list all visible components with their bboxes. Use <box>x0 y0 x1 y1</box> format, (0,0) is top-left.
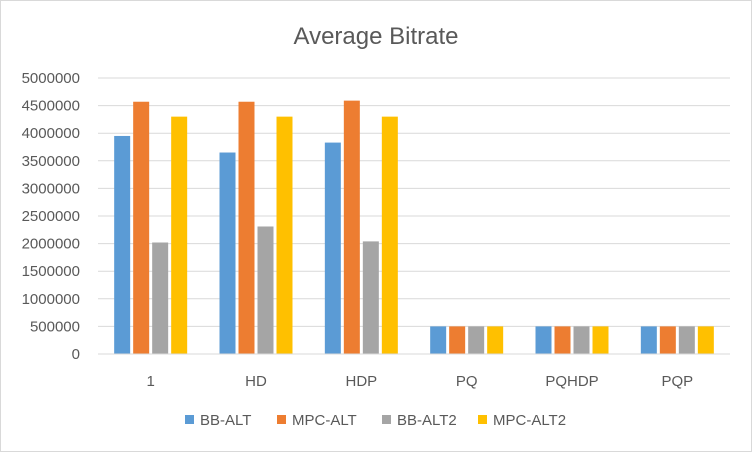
x-axis-ticks: 1 HD HDP PQ PQHDP PQP <box>146 373 693 390</box>
bar-mpc-alt2-pq <box>487 326 504 354</box>
x-tick-label: 1 <box>146 373 154 390</box>
y-axis-ticks: 0 500000 1000000 1500000 2000000 2500000 30000… <box>22 70 80 363</box>
x-tick-label: HD <box>245 373 267 390</box>
legend-label: BB-ALT2 <box>397 412 457 429</box>
bar-bb-alt2-1 <box>152 242 169 354</box>
chart-title: Average Bitrate <box>294 23 459 50</box>
bar-mpc-alt2-hd <box>276 116 293 354</box>
y-tick-label: 1500000 <box>22 263 80 280</box>
legend-label: MPC-ALT2 <box>493 412 566 429</box>
bar-mpc-alt-hdp <box>343 100 360 355</box>
bar-bb-alt2-hdp <box>362 241 379 354</box>
y-tick-label: 3000000 <box>22 180 80 197</box>
bar-bb-alt-1 <box>114 135 131 354</box>
bar-bb-alt-hdp <box>324 142 341 354</box>
y-tick-label: 2000000 <box>22 236 80 253</box>
bar-bb-alt-hd <box>219 152 236 354</box>
bar-bb-alt2-pqhdp <box>573 326 590 354</box>
bar-mpc-alt-1 <box>133 101 150 355</box>
y-tick-label: 5000000 <box>22 70 80 87</box>
legend-label: BB-ALT <box>200 412 251 429</box>
bar-bb-alt-pq <box>430 326 447 354</box>
bar-mpc-alt2-hdp <box>381 116 398 354</box>
y-tick-label: 4500000 <box>22 98 80 115</box>
legend-label: MPC-ALT <box>292 412 357 429</box>
x-tick-label: PQP <box>661 373 693 390</box>
legend-swatch <box>277 415 286 424</box>
x-tick-label: PQHDP <box>545 373 598 390</box>
y-tick-label: 500000 <box>30 318 80 335</box>
bar-bb-alt2-pq <box>468 326 485 354</box>
bar-mpc-alt-pqp <box>659 326 676 354</box>
bars <box>114 100 714 355</box>
bar-mpc-alt-hd <box>238 101 255 355</box>
x-tick-label: PQ <box>456 373 478 390</box>
bar-mpc-alt-pqhdp <box>554 326 571 354</box>
bar-mpc-alt2-pqp <box>697 326 714 354</box>
y-tick-label: 3500000 <box>22 153 80 170</box>
legend-swatch <box>185 415 194 424</box>
bar-mpc-alt-pq <box>449 326 466 354</box>
bar-bb-alt-pqp <box>640 326 657 354</box>
y-tick-label: 0 <box>72 346 80 363</box>
bar-mpc-alt2-1 <box>171 116 188 354</box>
y-tick-label: 1000000 <box>22 291 80 308</box>
legend-swatch <box>478 415 487 424</box>
bar-mpc-alt2-pqhdp <box>592 326 609 354</box>
legend: BB-ALT MPC-ALT BB-ALT2 MPC-ALT2 <box>185 412 566 429</box>
y-tick-label: 4000000 <box>22 125 80 142</box>
legend-swatch <box>382 415 391 424</box>
y-tick-label: 2500000 <box>22 208 80 225</box>
gridlines <box>98 77 730 327</box>
bar-bb-alt2-pqp <box>678 326 695 354</box>
x-tick-label: HDP <box>345 373 377 390</box>
bar-bb-alt2-hd <box>257 226 274 354</box>
bar-bb-alt-pqhdp <box>535 326 552 354</box>
